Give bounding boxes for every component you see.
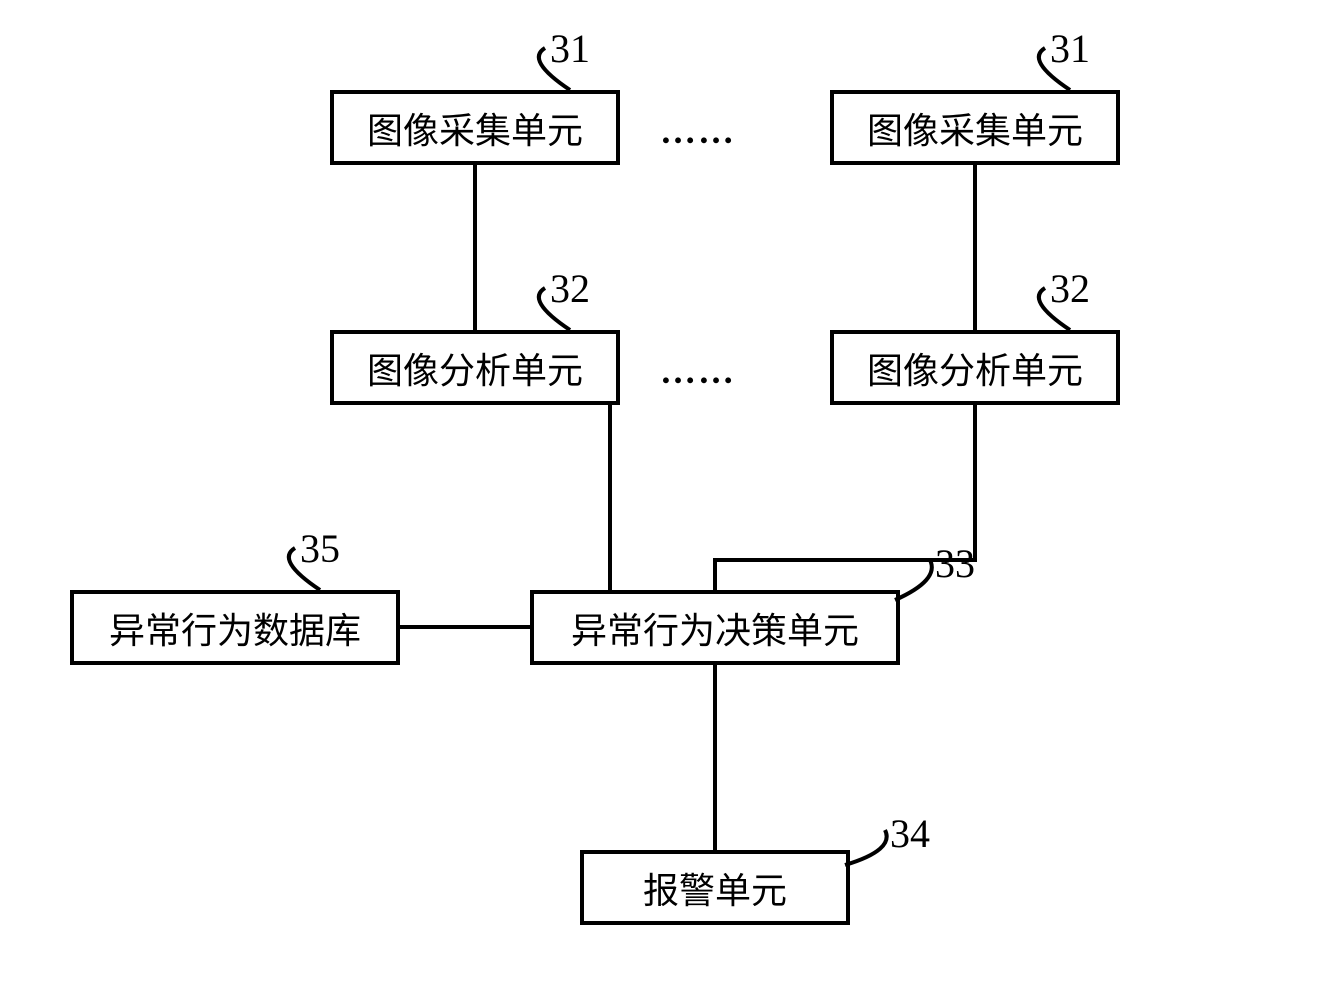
node-label: 异常行为数据库 [109,602,361,654]
ellipsis-1: …… [660,110,736,152]
node-label: 图像采集单元 [367,102,583,154]
node-image-acquisition-2: 图像采集单元 [830,90,1120,165]
reference-label: 31 [550,25,590,72]
reference-label: 34 [890,810,930,857]
node-image-acquisition-1: 图像采集单元 [330,90,620,165]
node-abnormal-db: 异常行为数据库 [70,590,400,665]
node-alarm-unit: 报警单元 [580,850,850,925]
node-decision-unit: 异常行为决策单元 [530,590,900,665]
node-label: 图像采集单元 [867,102,1083,154]
node-label: 图像分析单元 [367,342,583,394]
reference-label: 33 [935,540,975,587]
node-image-analysis-1: 图像分析单元 [330,330,620,405]
reference-label: 32 [550,265,590,312]
node-label: 图像分析单元 [867,342,1083,394]
reference-label: 31 [1050,25,1090,72]
node-image-analysis-2: 图像分析单元 [830,330,1120,405]
node-label: 异常行为决策单元 [571,602,859,654]
reference-label: 35 [300,525,340,572]
node-label: 报警单元 [643,862,787,914]
flowchart-diagram: 图像采集单元 图像采集单元 图像分析单元 图像分析单元 异常行为数据库 异常行为… [0,0,1337,1006]
reference-label: 32 [1050,265,1090,312]
ellipsis-2: …… [660,350,736,392]
